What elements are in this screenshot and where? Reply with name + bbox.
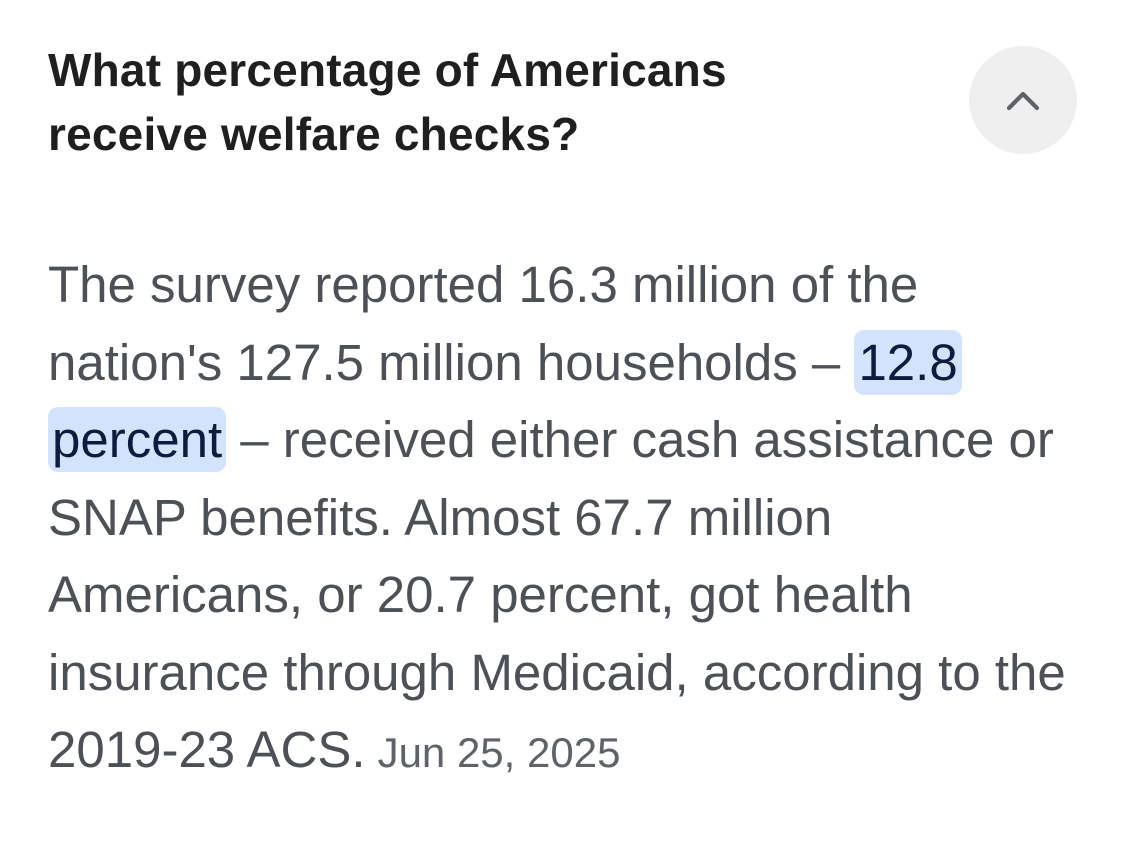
snippet-date: Jun 25, 2025 — [377, 729, 621, 776]
answer-text-after: – received either cash assistance or SNA… — [48, 411, 1066, 778]
collapse-button[interactable] — [969, 46, 1077, 154]
question-line-1: What percentage of Americans — [48, 44, 727, 96]
chevron-up-icon — [1006, 91, 1040, 111]
question-line-2: receive welfare checks? — [48, 108, 580, 160]
answer-snippet: The survey reported 16.3 million of the … — [48, 246, 1088, 792]
answer-text-before: The survey reported 16.3 million of the … — [48, 256, 919, 391]
question-heading[interactable]: What percentage of Americans receive wel… — [48, 38, 928, 166]
